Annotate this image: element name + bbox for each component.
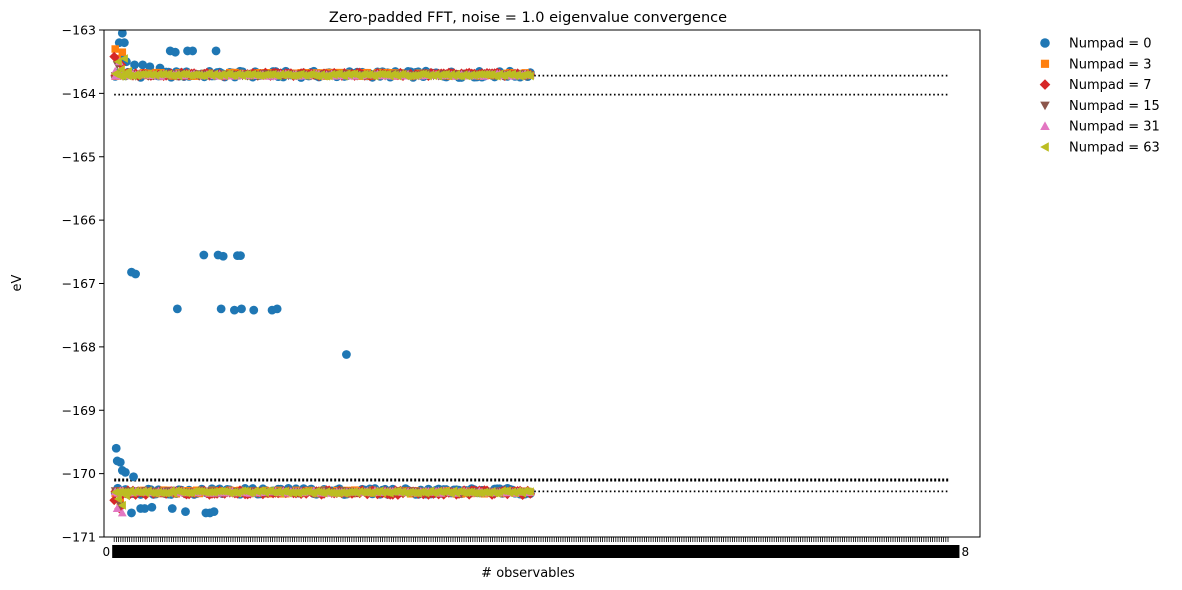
plot-frame [103, 29, 981, 538]
data-point [124, 66, 132, 76]
x-ticks [113, 537, 949, 542]
x-tick-labels-overlap [112, 545, 960, 558]
series-numpad-7 [109, 51, 536, 514]
data-point [117, 500, 126, 510]
data-point [117, 508, 127, 517]
data-point [119, 38, 129, 48]
legend-marker [1040, 59, 1050, 68]
data-point [249, 305, 259, 315]
legend-label: Numpad = 15 [1069, 99, 1160, 114]
y-tick-label: −168 [62, 339, 96, 354]
legend-marker [1040, 121, 1050, 130]
legend-label: Numpad = 7 [1069, 78, 1152, 93]
series-numpad-63 [110, 54, 534, 510]
data-point [525, 487, 534, 496]
data-point [115, 457, 125, 467]
data-point [120, 54, 128, 63]
legend-label: Numpad = 31 [1069, 120, 1160, 135]
y-axis-label: eV [10, 274, 25, 291]
data-point [129, 472, 138, 482]
chart-title: Zero-padded FFT, noise = 1.0 eigenvalue … [329, 10, 727, 26]
legend-label: Numpad = 63 [1069, 141, 1160, 156]
data-point [120, 467, 130, 477]
y-tick-label: −166 [62, 213, 96, 228]
data-point [342, 350, 351, 359]
legend-label: Numpad = 3 [1069, 57, 1152, 72]
data-point [167, 504, 177, 513]
data-point [188, 46, 198, 56]
data-point [237, 304, 246, 314]
y-axis: −171 −170 −169 −168 −167 −166 −165 −164 −163 [62, 23, 104, 545]
data-point [209, 507, 219, 517]
data-point [116, 64, 125, 74]
plot-area [109, 30, 950, 518]
y-tick-label: −167 [62, 276, 96, 291]
data-point [181, 507, 190, 517]
data-point [147, 502, 157, 512]
series-numpad-3 [111, 45, 535, 506]
series-numpad-0 [110, 30, 535, 518]
data-point [138, 60, 148, 70]
y-tick-label: −163 [62, 23, 96, 38]
data-point [111, 443, 121, 453]
y-tick-label: −164 [62, 86, 96, 101]
data-point [216, 304, 226, 314]
legend-marker [1040, 142, 1049, 152]
data-point [111, 45, 119, 53]
series-numpad-31 [110, 57, 535, 517]
data-point [122, 491, 130, 501]
y-tick-label: −169 [62, 403, 96, 418]
y-tick-label: −165 [62, 149, 96, 164]
data-point [199, 250, 209, 260]
x-tick-label-first: 0 [103, 545, 111, 559]
data-point [211, 46, 221, 56]
data-point [218, 251, 228, 261]
data-point [127, 508, 136, 518]
legend-marker [1039, 79, 1051, 90]
data-point [131, 269, 140, 279]
y-tick-label: −171 [62, 530, 96, 545]
legend-label: Numpad = 0 [1069, 37, 1152, 52]
data-point [112, 504, 122, 512]
data-point [140, 504, 150, 513]
data-point [117, 30, 127, 38]
data-point [229, 305, 239, 315]
data-point [145, 62, 155, 72]
x-tick-label-last: 8 [961, 545, 969, 559]
legend: Numpad = 0 Numpad = 3 Numpad = 7 Numpad = 1… [1039, 37, 1160, 156]
data-point [132, 71, 141, 80]
data-point [170, 47, 180, 57]
data-point [130, 60, 139, 70]
data-point [113, 57, 122, 67]
y-tick-label: −170 [62, 466, 96, 481]
legend-marker [1040, 38, 1050, 48]
data-point [113, 494, 122, 504]
series-numpad-15 [110, 61, 535, 510]
data-point [118, 48, 127, 56]
data-point [236, 251, 245, 261]
data-point [525, 71, 534, 81]
data-point [172, 304, 182, 314]
legend-marker [1040, 101, 1050, 111]
x-axis-label: # observables [481, 566, 575, 581]
data-point [272, 304, 282, 314]
